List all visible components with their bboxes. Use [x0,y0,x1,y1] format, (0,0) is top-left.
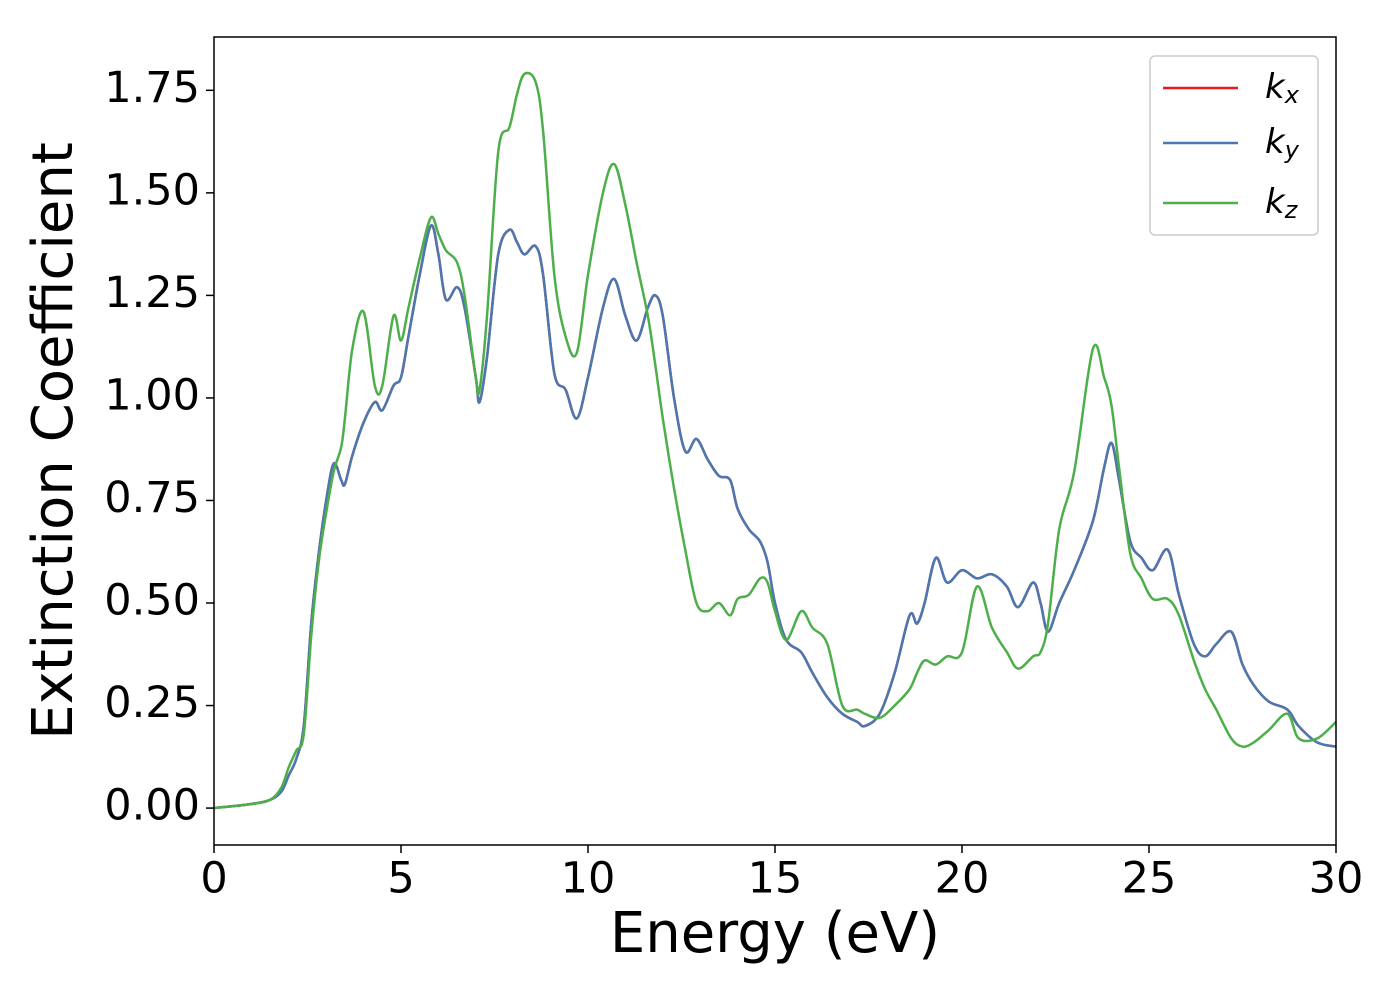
x-tick-label: 10 [561,854,616,904]
series-line [214,71,1336,810]
y-tick-label: 0.00 [104,781,200,831]
x-axis-label: Energy (eV) [610,901,940,966]
y-tick-label: 0.75 [104,473,200,523]
x-tick-label: 15 [748,854,803,904]
x-tick-label: 30 [1309,854,1364,904]
y-axis-label: Extinction Coefficient [21,142,86,740]
series-line [214,224,1336,810]
y-tick-label: 1.25 [104,268,200,318]
x-tick-label: 25 [1122,854,1177,904]
y-tick-label: 1.00 [104,370,200,420]
y-tick-label: 0.50 [104,576,200,626]
plot-frame [213,36,1337,846]
legend-label: kz [1265,182,1299,225]
legend-label: kx [1265,67,1300,110]
y-tick-label: 1.75 [104,63,200,113]
legend-label: ky [1265,122,1300,165]
x-tick-label: 20 [935,854,990,904]
y-tick-label: 1.50 [104,165,200,215]
x-tick-label: 0 [200,854,227,904]
y-tick-label: 0.25 [104,678,200,728]
legend-box [1149,55,1319,236]
x-tick-label: 5 [387,854,414,904]
series-line [214,224,1336,810]
